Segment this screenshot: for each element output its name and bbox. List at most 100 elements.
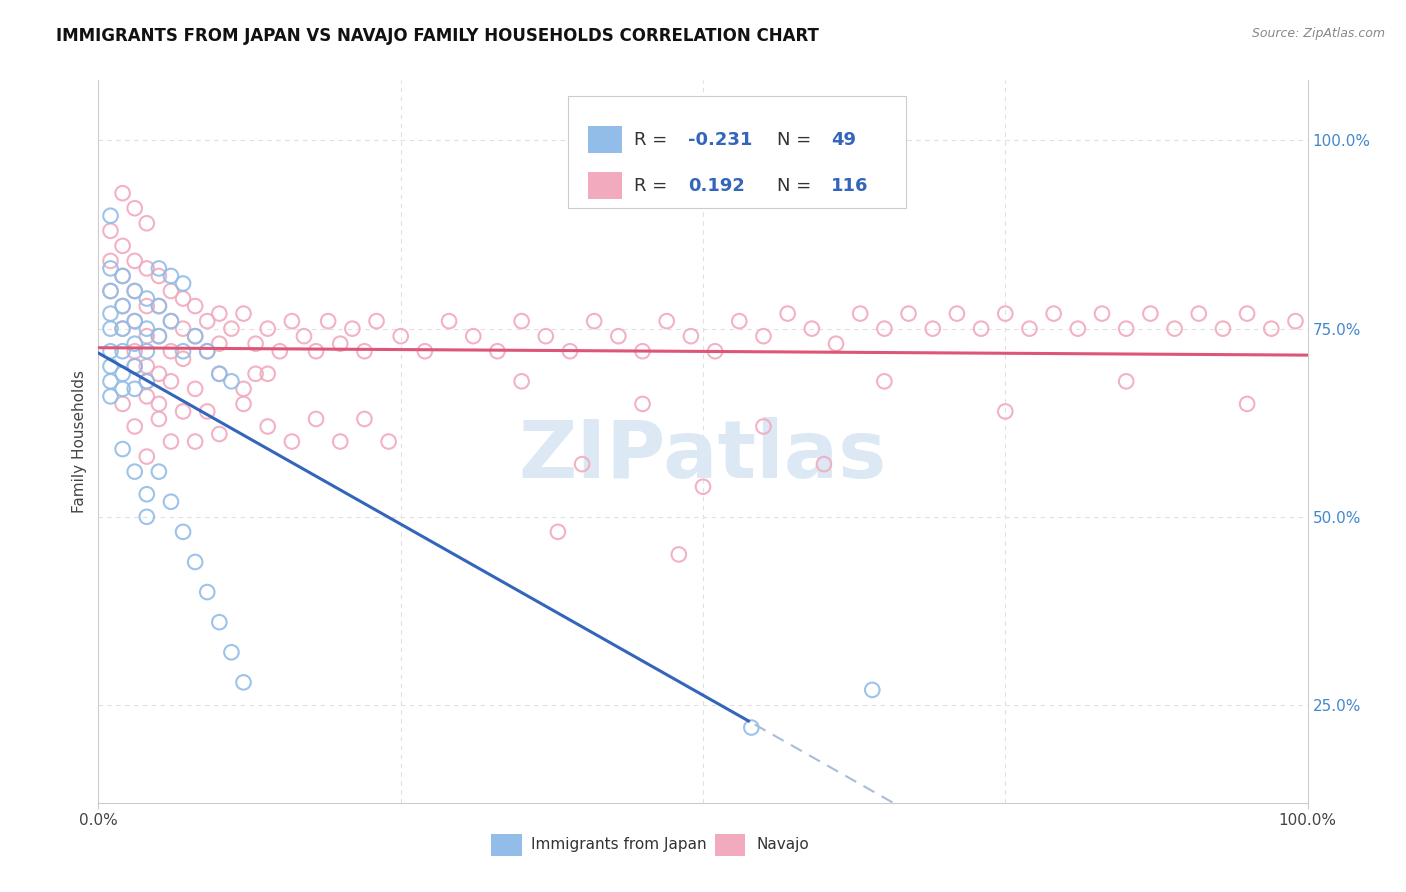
Point — [124, 201, 146, 215]
Text: Immigrants from Japan: Immigrants from Japan — [531, 838, 707, 852]
Point — [342, 321, 364, 335]
Point — [148, 367, 170, 381]
Point — [486, 344, 509, 359]
Point — [135, 292, 157, 306]
Point — [184, 299, 207, 313]
Point — [534, 329, 557, 343]
Text: IMMIGRANTS FROM JAPAN VS NAVAJO FAMILY HOUSEHOLDS CORRELATION CHART: IMMIGRANTS FROM JAPAN VS NAVAJO FAMILY H… — [56, 27, 820, 45]
Point — [148, 268, 170, 283]
Point — [329, 336, 352, 351]
Point — [752, 419, 775, 434]
Point — [100, 375, 122, 389]
Point — [135, 450, 157, 464]
Point — [208, 307, 231, 321]
Point — [172, 321, 194, 335]
Point — [148, 299, 170, 313]
Point — [221, 321, 243, 335]
Point — [111, 321, 134, 335]
Point — [740, 721, 762, 735]
Point — [100, 321, 122, 335]
FancyBboxPatch shape — [588, 126, 621, 153]
Point — [221, 375, 243, 389]
Point — [124, 314, 146, 328]
Point — [232, 307, 254, 321]
Point — [728, 314, 751, 328]
Point — [111, 397, 134, 411]
Point — [184, 382, 207, 396]
Point — [111, 299, 134, 313]
Point — [873, 321, 896, 335]
Point — [208, 367, 231, 381]
Point — [100, 284, 122, 298]
Point — [184, 555, 207, 569]
Point — [184, 329, 207, 343]
Point — [160, 284, 183, 298]
Point — [135, 344, 157, 359]
Text: 116: 116 — [831, 177, 869, 194]
Point — [184, 329, 207, 343]
Text: Source: ZipAtlas.com: Source: ZipAtlas.com — [1251, 27, 1385, 40]
Point — [245, 367, 267, 381]
Point — [316, 314, 339, 328]
Point — [607, 329, 630, 343]
Point — [100, 261, 122, 276]
Point — [195, 344, 218, 359]
Point — [124, 465, 146, 479]
Point — [148, 329, 170, 343]
Point — [172, 344, 194, 359]
Point — [1115, 321, 1137, 335]
Point — [100, 307, 122, 321]
Point — [135, 487, 157, 501]
FancyBboxPatch shape — [588, 172, 621, 200]
Point — [256, 321, 278, 335]
Point — [389, 329, 412, 343]
Point — [510, 375, 533, 389]
Point — [256, 419, 278, 434]
Point — [1067, 321, 1090, 335]
Point — [184, 434, 207, 449]
Point — [353, 412, 375, 426]
Text: N =: N = — [776, 130, 811, 149]
Point — [160, 434, 183, 449]
Point — [135, 375, 157, 389]
Point — [221, 645, 243, 659]
Point — [148, 329, 170, 343]
Point — [111, 442, 134, 456]
Point — [160, 314, 183, 328]
Point — [208, 367, 231, 381]
Point — [921, 321, 943, 335]
Point — [970, 321, 993, 335]
Point — [111, 299, 134, 313]
Point — [668, 548, 690, 562]
Point — [195, 585, 218, 599]
Point — [135, 359, 157, 374]
Point — [232, 675, 254, 690]
Point — [135, 509, 157, 524]
Text: 0.192: 0.192 — [689, 177, 745, 194]
Point — [1139, 307, 1161, 321]
Point — [292, 329, 315, 343]
Point — [1236, 307, 1258, 321]
Point — [148, 299, 170, 313]
Point — [825, 336, 848, 351]
Point — [366, 314, 388, 328]
FancyBboxPatch shape — [568, 96, 905, 208]
Text: N =: N = — [776, 177, 811, 194]
Point — [111, 268, 134, 283]
Point — [1284, 314, 1306, 328]
Point — [124, 419, 146, 434]
Point — [172, 351, 194, 366]
Point — [148, 412, 170, 426]
Point — [994, 307, 1017, 321]
Point — [124, 284, 146, 298]
Text: R =: R = — [634, 130, 668, 149]
Point — [111, 268, 134, 283]
Point — [1115, 375, 1137, 389]
Point — [111, 382, 134, 396]
Point — [160, 344, 183, 359]
Text: -0.231: -0.231 — [689, 130, 752, 149]
Point — [269, 344, 291, 359]
Point — [305, 412, 328, 426]
Point — [100, 254, 122, 268]
Text: Navajo: Navajo — [756, 838, 808, 852]
